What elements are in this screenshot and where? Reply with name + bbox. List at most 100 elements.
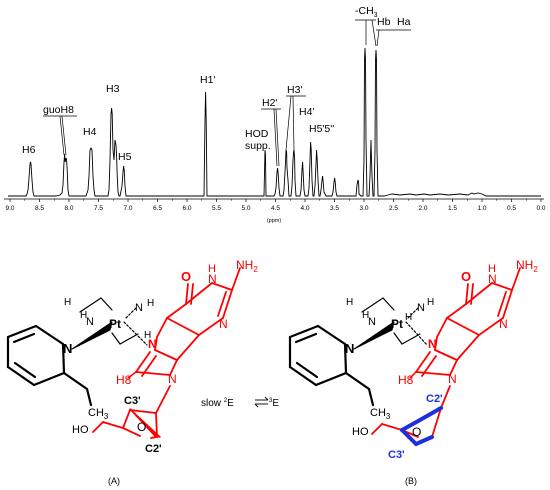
label-h4: H4 — [83, 126, 97, 138]
x-tick-label: 6.0 — [182, 205, 191, 212]
guanine-a — [135, 267, 241, 377]
sugar-blue-b — [400, 406, 443, 446]
c3p-label-a: C3' — [124, 395, 141, 407]
peak-labels: H6 guoH8 H4 H3 H5 H1' HOD supp. H2' H3' … — [22, 5, 411, 167]
x-tick-label: 5.0 — [241, 205, 250, 212]
nh2-a: NH2 — [236, 258, 258, 274]
x-axis-ticks: 9.0 8.5 8.0 7.5 7.0 6.5 6.0 5.5 5.0 4.5 4.0 3.5 3.0 2… — [5, 199, 546, 212]
label-h2p: H2' — [262, 97, 277, 109]
spectrum-trace — [8, 47, 541, 197]
amine-n-right-b: N — [417, 302, 425, 314]
ho-label-b: HO — [352, 426, 369, 438]
label-ch3: -CH3 — [355, 5, 378, 19]
sugar-a — [92, 385, 171, 439]
x-tick-label: 1.5 — [448, 205, 457, 212]
equilibrium-text-2: 3E — [269, 398, 279, 409]
h3p-leader-2 — [285, 95, 292, 151]
label-h4p: H4' — [299, 106, 314, 118]
ring-n7-b: N — [428, 337, 437, 351]
x-tick-label: 0.0 — [536, 205, 545, 212]
amine-n-right-a: N — [135, 302, 143, 314]
amine-n-left-a: N — [86, 316, 94, 328]
x-tick-label: 8.5 — [35, 205, 44, 212]
ch3-label-b: CH3 — [370, 407, 391, 421]
pt-atom-b: Pt — [391, 317, 403, 331]
amine-h-left-b: H — [362, 310, 369, 321]
ring-n9-b: N — [448, 372, 457, 386]
amine-h-top-b: H — [346, 297, 353, 308]
structure-b: N Pt N H N H H H — [288, 258, 538, 486]
h2p-leader-3 — [275, 108, 280, 167]
carbonyl-o-a: O — [181, 269, 191, 284]
label-h1p: H1' — [200, 74, 215, 86]
structure-a: N Pt N H N H H H — [6, 258, 258, 486]
label-h3p: H3' — [287, 84, 302, 96]
x-tick-label: 2.5 — [389, 205, 398, 212]
x-tick-label: 3.5 — [330, 205, 339, 212]
guoh8-leader-2 — [59, 115, 65, 156]
pyridine-n-a: N — [63, 341, 72, 356]
h8-bond-b — [409, 371, 417, 379]
x-tick-label: 2.0 — [418, 205, 427, 212]
ring-o-a: O — [137, 420, 146, 434]
x-tick-label: 9.0 — [5, 205, 14, 212]
pyridine-n-b: N — [345, 341, 354, 356]
label-hod: HOD — [245, 128, 269, 140]
amine-h-bottom-b: H — [405, 312, 412, 323]
nh2-b: NH2 — [516, 258, 538, 274]
c3p-label-b: C3' — [388, 449, 405, 461]
equilibrium-arrows — [254, 396, 269, 408]
ring-n1-b: N — [488, 272, 497, 286]
x-tick-label: 6.5 — [153, 205, 162, 212]
x-tick-label: 3.0 — [359, 205, 368, 212]
pt-core-a — [71, 297, 148, 350]
ring-n7-a: N — [148, 337, 157, 351]
label-hb: Hb — [377, 16, 391, 28]
amine-h-bottom-a: H — [144, 330, 151, 341]
caption-a: (A) — [108, 476, 120, 486]
h8-label-a: H8 — [116, 373, 132, 387]
label-h6: H6 — [22, 144, 36, 156]
ring-n3-b: N — [499, 317, 508, 331]
x-tick-label: 8.0 — [64, 205, 73, 212]
x-tick-label: 4.0 — [300, 205, 309, 212]
x-tick-label: 4.5 — [271, 205, 280, 212]
pt-core-b — [353, 297, 428, 350]
ring-n1-a: N — [208, 272, 217, 286]
ring-n1-h-a: H — [208, 263, 216, 275]
nmr-spectrum: 9.0 8.5 8.0 7.5 7.0 6.5 6.0 5.5 5.0 4.5 4.0 3.5 3.0 2… — [4, 5, 546, 224]
label-h5: H5 — [118, 151, 132, 163]
ch3-label-a: CH3 — [88, 407, 109, 421]
ring-n1-h-b: H — [488, 263, 496, 275]
amine-h-left-a: H — [80, 310, 87, 321]
ring-o-b: O — [412, 425, 421, 439]
carbonyl-o-b: O — [461, 269, 471, 284]
pyridine-ring-a — [6, 324, 93, 407]
h8-label-b: H8 — [398, 373, 414, 387]
c2p-label-a: C2' — [145, 443, 162, 455]
c2p-label-b: C2' — [426, 393, 443, 405]
pt-atom-a: Pt — [109, 317, 121, 331]
guanine-b — [415, 267, 521, 377]
axis-unit-label: (ppm) — [267, 218, 282, 224]
x-tick-label: 7.0 — [123, 205, 132, 212]
label-guoh8: guoH8 — [43, 104, 74, 116]
equilibrium: slow 2E 3E — [201, 396, 279, 409]
label-h5p: H5'5'' — [309, 123, 334, 135]
x-tick-label: 0.5 — [507, 205, 516, 212]
hbha-leader-2 — [376, 29, 380, 47]
x-tick-label: 5.5 — [212, 205, 221, 212]
amine-h-right-a: H — [147, 298, 154, 309]
ring-n3-a: N — [219, 317, 228, 331]
caption-b: (B) — [405, 476, 417, 486]
amine-h-top-a: H — [64, 297, 71, 308]
label-supp: supp. — [245, 140, 271, 152]
h3p-leader-3 — [292, 95, 295, 151]
x-tick-label: 7.5 — [94, 205, 103, 212]
label-h3: H3 — [106, 83, 120, 95]
guoh8-leader-3 — [61, 115, 67, 156]
sugar-wedge-a — [129, 408, 161, 438]
ch3-leader-3 — [371, 19, 377, 47]
equilibrium-text: slow 2E — [201, 398, 234, 409]
